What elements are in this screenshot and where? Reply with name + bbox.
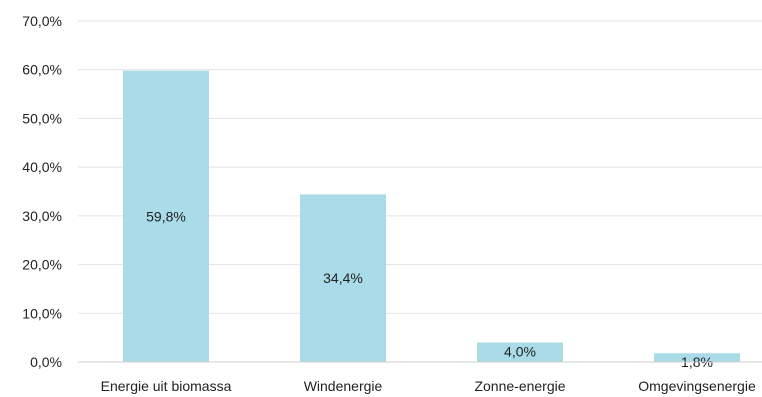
y-tick-label: 10,0% (22, 305, 62, 321)
y-tick-label: 30,0% (22, 208, 62, 224)
bar-2 (300, 194, 386, 362)
x-tick-label: Zonne-energie (474, 378, 565, 394)
data-label: 59,8% (146, 208, 186, 224)
data-label: 4,0% (504, 344, 536, 360)
x-axis: Energie uit biomassa Windenergie Zonne-ene… (78, 361, 762, 394)
y-tick-label: 0,0% (30, 354, 62, 370)
y-tick-label: 50,0% (22, 110, 62, 126)
x-tick-label: Windenergie (304, 378, 383, 394)
x-tick-label: Omgevingsenergie (638, 378, 756, 394)
bar-1 (123, 70, 209, 362)
y-tick-label: 20,0% (22, 257, 62, 273)
y-axis: 0,0% 10,0% 20,0% 30,0% 40,0% 50,0% 60,0% 70,0% (22, 13, 62, 370)
y-tick-label: 70,0% (22, 13, 62, 29)
bar-4 (654, 353, 740, 362)
x-tick-label: Energie uit biomassa (101, 378, 232, 394)
bar-3 (477, 342, 563, 362)
y-tick-label: 40,0% (22, 159, 62, 175)
data-label: 34,4% (323, 270, 363, 286)
y-tick-label: 60,0% (22, 62, 62, 78)
bars: 59,8%34,4%4,0%1,8% (123, 70, 740, 370)
